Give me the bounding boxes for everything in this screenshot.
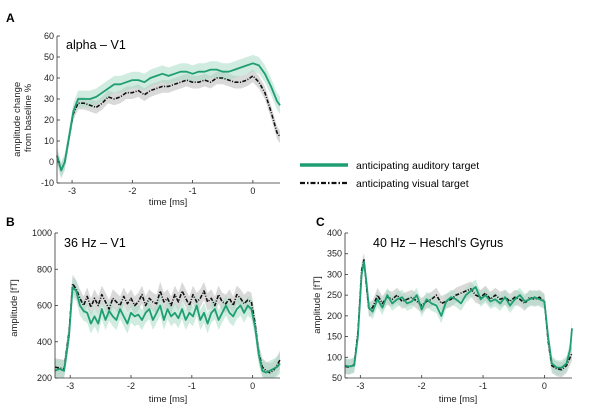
panel-c-y-tick-label: 400 [327, 228, 342, 238]
panel-a-x-axis-label: time [ms] [149, 197, 188, 208]
panel-c-x-tick-label: -3 [356, 381, 364, 391]
panel-a-y-tick-label: 10 [44, 136, 54, 146]
panel-a-x-tick-label: -3 [68, 186, 76, 196]
panel-a-y-axis-label-line1: amplitude change [12, 82, 23, 157]
panel-b-x-tick-label: -2 [127, 381, 135, 391]
panel-b-y-tick-label: 400 [37, 337, 52, 347]
panel-b-y-axis-label: amplitude [fT] [9, 279, 20, 337]
legend: anticipating auditory target anticipatin… [300, 160, 479, 190]
panel-b-x-tick-label: 0 [250, 381, 255, 391]
panel-c-x-tick-label: -2 [418, 381, 426, 391]
panel-c-band-visual [345, 252, 572, 378]
panel-a-band-visual [57, 69, 280, 177]
panel-a-y-tick-label: 40 [44, 73, 54, 83]
panel-a-band-auditory [57, 54, 280, 179]
panel-c-y-tick-label: 150 [327, 332, 342, 342]
panel-c-letter: C [316, 215, 325, 229]
panel-b-letter: B [6, 215, 15, 229]
panel-b-x-axis-label: time [ms] [149, 394, 188, 405]
panel-a-y-tick-label: -10 [41, 178, 54, 188]
panel-a-y-tick-label: 50 [44, 52, 54, 62]
panel-c-series-visual [344, 259, 573, 371]
panel-b-y-tick-label: 800 [37, 264, 52, 274]
panel-b-y-tick-label: 600 [37, 301, 52, 311]
panel-a-x-tick-label: -2 [128, 186, 136, 196]
panel-c-x-tick-label: 0 [542, 381, 547, 391]
panel-b-chart: B -3 -2 -1 0 200 400 600 800 1000 36 Hz – V1 amp… [6, 215, 281, 405]
panel-a-y-tick-label: 0 [49, 157, 54, 167]
panel-c-title: 40 Hz – Heschl's Gyrus [373, 236, 503, 250]
panel-b-y-tick-label: 1000 [32, 228, 52, 238]
panel-b-y-tick-label: 200 [37, 373, 52, 383]
panel-b-x-tick-label: -3 [66, 381, 74, 391]
panel-a-y-tick-label: 30 [44, 94, 54, 104]
panel-c-band-auditory [345, 254, 572, 376]
panel-c-y-axis-label: amplitude [fT] [312, 276, 323, 334]
panel-c-y-tick-label: 250 [327, 290, 342, 300]
panel-c-y-tick-label: 50 [332, 373, 342, 383]
panel-a-series-visual [56, 75, 281, 172]
panel-c-chart: C -3 -2 -1 0 50 100 150 200 250 300 350 400 40 Hz –… [312, 215, 573, 405]
panel-c-y-tick-label: 300 [327, 269, 342, 279]
panel-c-x-tick-label: -1 [479, 381, 487, 391]
panel-b-series-visual [54, 282, 281, 374]
legend-label-auditory: anticipating auditory target [356, 160, 479, 172]
panel-c-x-axis-label: time [ms] [439, 394, 478, 405]
panel-a-y-tick-label: 20 [44, 115, 54, 125]
panel-a-letter: A [6, 11, 15, 25]
panel-a-y-axis-label: amplitude change from baseline % [12, 79, 34, 157]
panel-b-series-auditory [54, 286, 281, 374]
panel-b-title: 36 Hz – V1 [64, 236, 126, 250]
panel-a-series-auditory [56, 62, 281, 172]
panel-a-x-tick-label: 0 [250, 186, 255, 196]
panel-a-title: alpha – V1 [66, 38, 126, 52]
panel-c-y-tick-label: 200 [327, 311, 342, 321]
panel-a-x-tick-label: -1 [189, 186, 197, 196]
panel-c-y-tick-label: 100 [327, 352, 342, 362]
panel-a-y-axis-label-line2: from baseline % [23, 83, 34, 152]
legend-label-visual: anticipating visual target [356, 178, 469, 190]
panel-b-x-tick-label: -1 [188, 381, 196, 391]
panel-c-series-auditory [344, 261, 573, 369]
panel-a-y-tick-label: 60 [44, 31, 54, 41]
panel-c-y-tick-label: 350 [327, 249, 342, 259]
panel-b-band-auditory [55, 277, 280, 378]
